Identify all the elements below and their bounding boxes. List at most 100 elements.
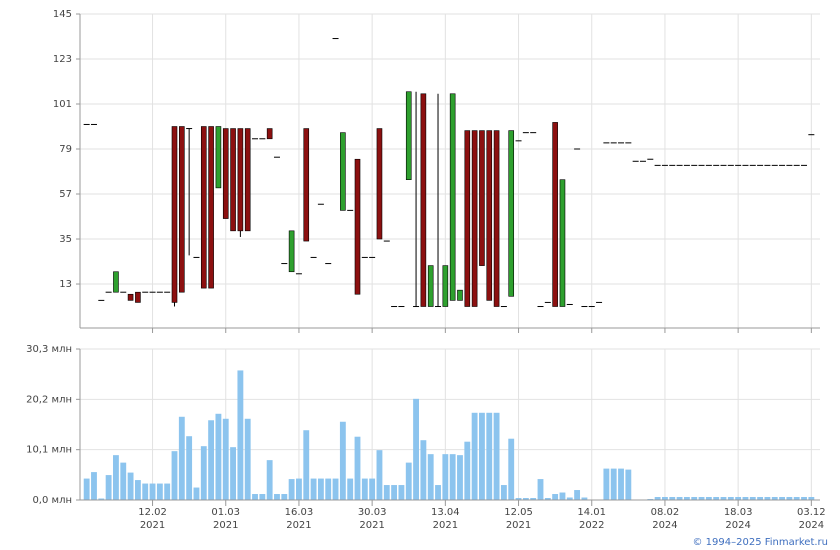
volume-bar bbox=[749, 497, 756, 500]
candle-body bbox=[179, 126, 185, 293]
volume-bar bbox=[266, 460, 273, 500]
volume-bar bbox=[420, 440, 427, 500]
candle-body bbox=[559, 179, 566, 307]
volume-bar bbox=[486, 412, 493, 500]
volume-bar bbox=[552, 494, 559, 500]
x-tick-year: 2021 bbox=[286, 520, 311, 531]
volume-bar bbox=[354, 436, 361, 500]
volume-bar bbox=[662, 497, 668, 500]
volume-bar bbox=[654, 497, 661, 500]
volume-bar bbox=[252, 494, 258, 500]
volume-bar bbox=[479, 412, 485, 500]
x-tick-label: 16.03 bbox=[285, 507, 314, 518]
volume-bar bbox=[325, 478, 332, 500]
candle-body bbox=[427, 265, 434, 307]
volume-bar bbox=[669, 497, 676, 500]
x-tick-year: 2021 bbox=[140, 520, 165, 531]
volume-bar bbox=[405, 462, 412, 500]
candle-body bbox=[479, 130, 485, 266]
volume-bar bbox=[464, 441, 471, 500]
y-tick-label: 0,0 млн bbox=[32, 495, 72, 506]
y-tick-label: 145 bbox=[53, 9, 72, 20]
y-tick-label: 10,1 млн bbox=[26, 445, 72, 456]
copyright: © 1994–2025 Finmarket.ru bbox=[692, 537, 828, 548]
volume-bar bbox=[120, 462, 127, 500]
volume-bar bbox=[339, 421, 346, 500]
volume-bar bbox=[793, 497, 800, 500]
volume-bar bbox=[215, 413, 222, 500]
volume-bar bbox=[244, 418, 251, 500]
candle-body bbox=[237, 128, 244, 232]
y-tick-label: 57 bbox=[59, 189, 72, 200]
volume-bar bbox=[332, 478, 339, 500]
volume-bar bbox=[208, 420, 215, 500]
volume-bar bbox=[193, 487, 200, 500]
volume-bar bbox=[200, 446, 207, 500]
volume-bar bbox=[544, 498, 551, 500]
candle-body bbox=[288, 230, 295, 273]
volume-bar bbox=[376, 450, 383, 500]
x-tick-year: 2021 bbox=[433, 520, 458, 531]
volume-bar bbox=[713, 497, 720, 500]
volume-bar bbox=[566, 497, 573, 500]
candle-body bbox=[200, 126, 207, 289]
volume-bar bbox=[413, 398, 419, 500]
volume-bar bbox=[230, 447, 236, 500]
volume-bar bbox=[347, 478, 354, 500]
mark-layer bbox=[83, 38, 815, 500]
candle-body bbox=[493, 130, 500, 307]
volume-bar bbox=[676, 497, 683, 500]
volume-bar bbox=[457, 455, 463, 500]
x-tick-year: 2024 bbox=[799, 520, 824, 531]
volume-bar bbox=[142, 483, 149, 500]
volume-bar bbox=[683, 497, 690, 500]
volume-bar bbox=[296, 478, 302, 500]
volume-bar bbox=[398, 485, 405, 500]
volume-bar bbox=[610, 468, 617, 500]
volume-bar bbox=[281, 494, 288, 500]
volume-bar bbox=[149, 483, 156, 500]
y-tick-label: 101 bbox=[53, 99, 72, 110]
volume-bar bbox=[574, 490, 581, 500]
candle-body bbox=[208, 126, 214, 289]
volume-bar bbox=[134, 480, 141, 500]
x-tick-year: 2021 bbox=[359, 520, 384, 531]
volume-bar bbox=[757, 497, 764, 500]
volume-bar bbox=[698, 497, 705, 500]
volume-bar bbox=[113, 455, 119, 500]
volume-bar bbox=[178, 416, 185, 500]
y-tick-label: 123 bbox=[53, 54, 72, 65]
candle-body bbox=[222, 128, 229, 219]
volume-bar bbox=[801, 497, 807, 500]
y-tick-label: 30,3 млн bbox=[26, 344, 72, 355]
candle-body bbox=[376, 128, 383, 240]
x-tick-label: 12.02 bbox=[138, 507, 167, 518]
x-tick-label: 12.05 bbox=[504, 507, 533, 518]
candle-body bbox=[171, 126, 178, 303]
volume-bar bbox=[98, 498, 105, 500]
volume-bar bbox=[105, 475, 112, 500]
volume-bar bbox=[83, 478, 90, 500]
candle-body bbox=[442, 265, 449, 307]
volume-bar bbox=[603, 468, 610, 500]
candle-body bbox=[266, 128, 273, 140]
volume-bar bbox=[435, 485, 441, 500]
candle-body bbox=[405, 91, 412, 180]
volume-bar bbox=[691, 497, 698, 500]
candle-body bbox=[113, 271, 119, 293]
volume-bar bbox=[186, 436, 193, 500]
volume-bar bbox=[727, 497, 734, 500]
x-tick-label: 18.03 bbox=[724, 507, 753, 518]
x-tick-year: 2024 bbox=[725, 520, 750, 531]
volume-bar bbox=[779, 497, 785, 500]
candle-body bbox=[354, 158, 361, 295]
x-tick-year: 2024 bbox=[652, 520, 677, 531]
volume-bar bbox=[288, 479, 295, 500]
volume-bar bbox=[237, 370, 244, 500]
volume-bar bbox=[537, 479, 544, 500]
volume-bar bbox=[442, 454, 449, 500]
y-tick-label: 35 bbox=[59, 234, 72, 245]
volume-bar bbox=[303, 430, 310, 500]
candle-body bbox=[127, 293, 134, 301]
volume-bar bbox=[515, 498, 522, 500]
